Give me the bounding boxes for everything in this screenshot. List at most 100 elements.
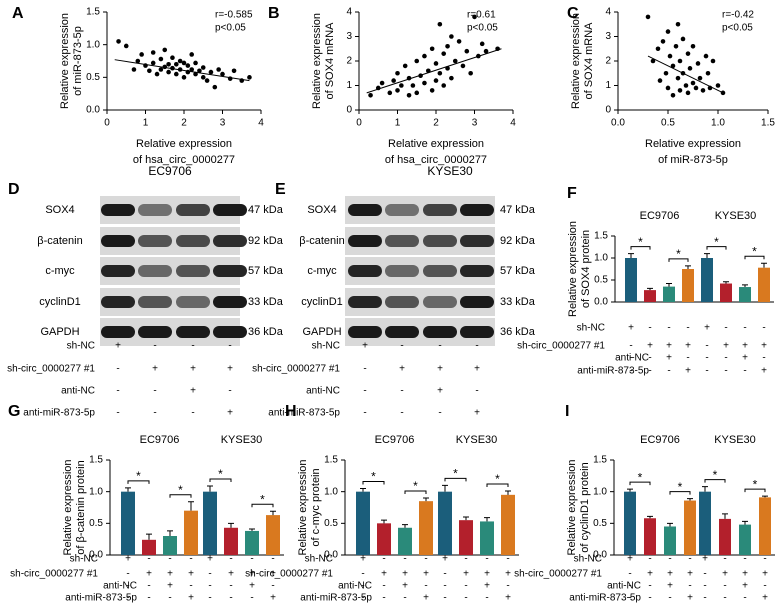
point <box>663 70 669 76</box>
point <box>170 55 175 61</box>
condition-label: sh-circ_0000277 #1 <box>514 569 602 580</box>
condition-sign: - <box>208 569 211 580</box>
condition-sign: - <box>363 408 366 419</box>
significance-bracket <box>362 481 385 485</box>
blot-band <box>138 204 172 216</box>
condition-sign: + <box>437 386 443 397</box>
size-label: 47 kDa <box>248 204 284 216</box>
point <box>429 88 435 93</box>
condition-sign: + <box>423 569 429 580</box>
point <box>429 46 435 52</box>
condition-sign: - <box>628 593 631 604</box>
condition-sign: + <box>423 593 429 604</box>
point <box>154 71 160 77</box>
condition-sign: - <box>168 554 171 565</box>
x-tick-label: 0.5 <box>661 118 675 129</box>
condition-sign: - <box>688 581 691 592</box>
point <box>147 68 152 74</box>
condition-sign: - <box>703 581 706 592</box>
condition-sign: + <box>702 554 708 565</box>
error-bar <box>423 497 429 502</box>
condition-sign: + <box>761 366 767 377</box>
panel-label: E <box>275 181 286 198</box>
condition-sign: - <box>271 554 274 565</box>
y-tick-label: 1.5 <box>89 455 103 466</box>
blot-band <box>138 265 172 277</box>
y-tick-label: 0.5 <box>594 275 608 286</box>
blot-band <box>385 296 419 308</box>
significance-bracket <box>169 494 192 498</box>
bar <box>682 269 694 302</box>
condition-sign: + <box>647 341 653 352</box>
condition-sign: + <box>761 341 767 352</box>
significance-bracket <box>706 246 727 250</box>
point <box>212 84 218 90</box>
blot-band <box>213 326 247 338</box>
condition-sign: + <box>167 569 173 580</box>
condition-sign: - <box>762 323 765 334</box>
panel-label: B <box>268 5 280 22</box>
error-bar <box>125 487 131 492</box>
condition-sign: + <box>381 569 387 580</box>
condition-sign: + <box>742 569 748 580</box>
group-title: KYSE30 <box>714 434 756 446</box>
condition-sign: + <box>402 581 408 592</box>
y-axis-label: Relative expression <box>59 13 71 109</box>
condition-sign: - <box>668 554 671 565</box>
point <box>677 58 683 64</box>
point <box>193 71 198 77</box>
point <box>690 80 696 86</box>
significance-bracket <box>630 246 651 250</box>
point <box>406 75 412 81</box>
condition-sign: - <box>153 408 156 419</box>
error-bar <box>762 495 768 498</box>
condition-sign: - <box>475 341 478 352</box>
bar <box>644 518 656 555</box>
point <box>445 44 450 49</box>
condition-sign: + <box>505 569 511 580</box>
condition-sign: - <box>443 569 446 580</box>
y-axis-label: of SOX4 protein <box>580 230 592 308</box>
condition-sign: + <box>742 341 748 352</box>
y-axis-label: Relative expression <box>311 13 323 109</box>
condition-sign: - <box>629 341 632 352</box>
protein-label: β-catenin <box>37 235 82 247</box>
error-bar <box>167 530 173 536</box>
bar <box>759 497 771 555</box>
condition-sign: - <box>724 353 727 364</box>
point <box>665 29 671 34</box>
condition-sign: - <box>485 593 488 604</box>
group-title: EC9706 <box>640 434 680 446</box>
condition-sign: - <box>147 581 150 592</box>
x-tick-label: 0 <box>104 118 110 129</box>
y-axis-label: of SOX4 mRNA <box>583 22 595 100</box>
panel-label: I <box>565 403 569 420</box>
panel-label: G <box>8 403 20 420</box>
error-bar <box>360 488 366 492</box>
blot-band <box>423 296 457 308</box>
protein-label: cyclinD1 <box>39 296 81 308</box>
condition-sign: + <box>505 593 511 604</box>
condition-sign: - <box>147 554 150 565</box>
condition-sign: - <box>153 341 156 352</box>
point <box>200 65 206 70</box>
x-axis-label: of hsa_circ_0000277 <box>385 154 487 166</box>
condition-sign: + <box>362 341 368 352</box>
condition-label: sh-circ_0000277 #1 <box>7 364 95 375</box>
condition-sign: - <box>403 593 406 604</box>
condition-sign: - <box>743 323 746 334</box>
point <box>479 41 485 47</box>
condition-label: sh-NC <box>577 323 605 334</box>
protein-label: GAPDH <box>302 326 341 338</box>
bar <box>663 286 675 302</box>
point <box>204 78 210 83</box>
point <box>675 21 681 27</box>
condition-sign: - <box>667 366 670 377</box>
point <box>720 90 726 96</box>
bar <box>625 258 637 302</box>
blot-band <box>176 296 210 308</box>
point <box>464 48 470 54</box>
condition-sign: - <box>703 593 706 604</box>
bar <box>701 258 713 302</box>
